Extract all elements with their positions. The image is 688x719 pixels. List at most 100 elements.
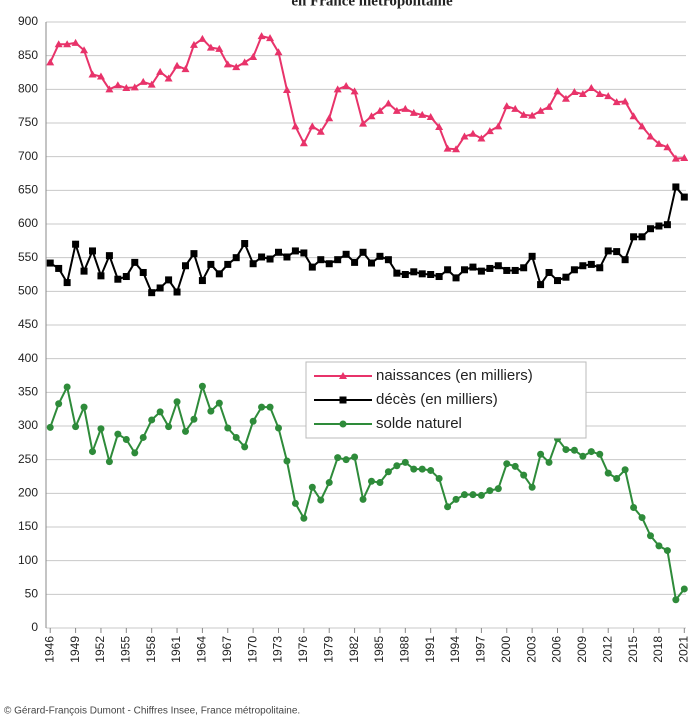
marker [113,81,122,89]
marker [427,271,435,278]
marker [122,83,131,91]
marker [646,225,654,233]
marker [621,97,630,105]
marker [249,53,258,61]
marker [232,254,240,262]
marker [384,468,392,476]
y-tick-label: 900 [18,14,38,28]
marker [96,72,105,80]
marker [460,491,468,499]
y-tick-label: 200 [18,486,38,500]
y-tick-label: 100 [18,553,38,567]
y-tick-label: 800 [18,82,38,96]
marker [630,233,638,241]
marker [486,487,494,495]
marker [367,112,376,120]
y-tick-label: 450 [18,317,38,331]
marker [173,288,181,296]
marker [375,106,384,114]
marker [537,450,545,458]
marker [427,466,435,474]
marker [392,106,401,114]
y-tick-label: 600 [18,216,38,230]
marker [536,106,545,114]
marker [570,266,578,274]
marker [452,495,460,503]
x-tick-label: 1997 [474,636,488,663]
marker [55,400,63,408]
marker [55,264,63,272]
marker [241,443,249,451]
marker [282,86,291,94]
marker [88,448,96,456]
marker [71,38,80,46]
marker [646,132,655,140]
y-tick-label: 700 [18,149,38,163]
marker [308,263,316,271]
marker [80,403,88,411]
marker [351,453,359,461]
x-tick-label: 1970 [245,636,259,663]
marker [477,134,486,142]
marker [139,77,148,85]
marker [452,274,460,282]
marker [503,460,511,468]
marker [587,260,595,268]
legend-label: naissances (en milliers) [376,367,533,384]
marker [63,40,72,48]
marker [384,99,393,107]
marker [72,423,80,431]
marker [97,272,105,280]
marker [655,222,663,230]
marker [511,266,519,274]
marker [520,471,528,479]
marker [181,65,190,73]
marker [215,270,223,278]
marker [325,479,333,487]
marker [562,273,570,281]
x-tick-label: 2003 [524,636,538,663]
marker [630,503,638,511]
marker [612,98,621,106]
marker [680,193,688,201]
marker [274,48,283,56]
marker [122,273,130,281]
marker [46,259,54,267]
marker [317,256,325,264]
marker [283,253,291,261]
x-tick-label: 2012 [600,636,614,663]
marker [131,258,139,266]
marker [553,277,561,285]
marker [621,466,629,474]
marker [638,514,646,522]
marker [562,446,570,454]
marker [198,382,206,390]
legend-label: solde naturel [376,415,462,432]
marker [553,87,562,95]
marker [165,276,173,284]
marker [367,259,375,267]
x-tick-label: 1976 [296,636,310,663]
marker [173,398,181,406]
marker [545,102,554,110]
marker [317,496,325,504]
marker [300,514,308,522]
x-tick-label: 2009 [575,636,589,663]
marker [537,281,545,289]
marker [350,87,359,95]
marker [672,183,680,191]
marker [80,267,88,275]
marker [189,40,198,48]
marker [570,88,579,96]
legend: naissances (en milliers) décès (en millie… [305,361,587,439]
marker [164,74,173,82]
marker [409,108,418,116]
marker [334,454,342,462]
marker [401,458,409,466]
marker [139,268,147,276]
marker [266,255,274,263]
marker [680,154,688,162]
marker [410,268,418,276]
marker [224,424,232,432]
